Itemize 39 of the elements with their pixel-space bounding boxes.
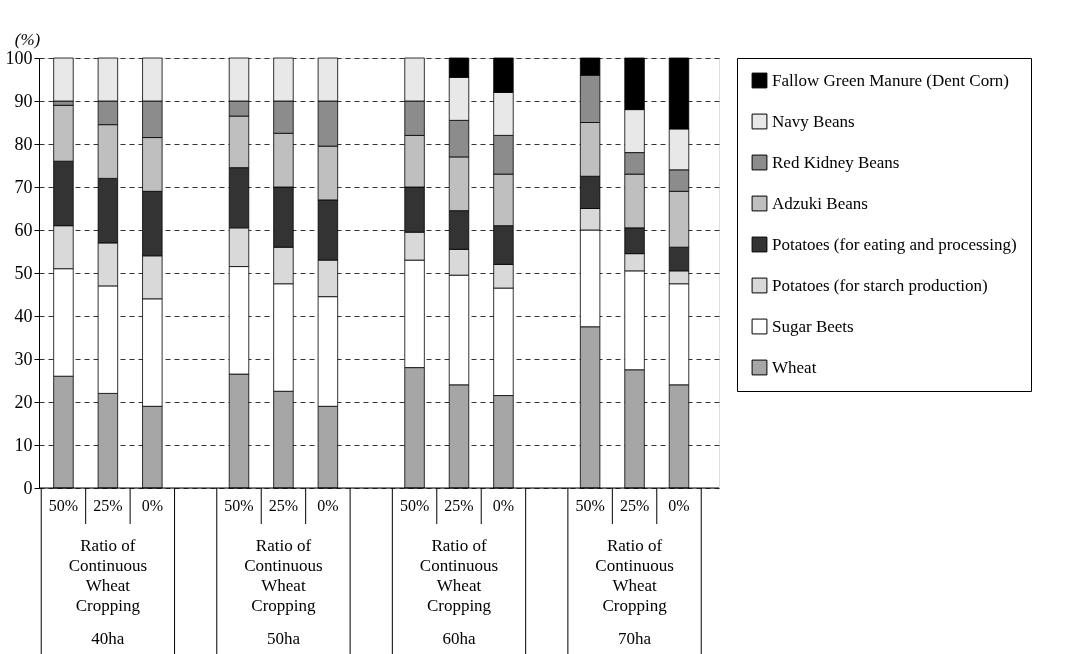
y-tick-label: 20: [14, 391, 33, 412]
y-tick-label: 10: [14, 434, 33, 455]
legend-label: Potatoes (for starch production): [772, 275, 988, 295]
y-tick-label: 70: [14, 176, 33, 197]
legend-label: Wheat: [772, 357, 817, 377]
y-axis-title: (%): [14, 29, 41, 49]
legend-label: Fallow Green Manure (Dent Corn): [772, 70, 1009, 90]
text: Ratio of Continuous Wheat Cropping: [595, 536, 674, 615]
x-tick-label: 25%: [268, 497, 299, 514]
legend-label: Adzuki Beans: [772, 193, 868, 213]
y-tick-label: 40: [14, 305, 33, 326]
x-tick-label: 50%: [48, 497, 79, 514]
text: Ratio of Continuous Wheat Cropping: [244, 536, 323, 615]
text: 60ha: [442, 629, 476, 648]
x-tick-label: 50%: [399, 497, 430, 514]
x-tick-label: 25%: [444, 497, 474, 514]
y-tick-label: 50: [14, 262, 33, 283]
x-tick-label: 0%: [141, 497, 163, 514]
x-tick-label: 0%: [317, 497, 339, 514]
x-tick-label: 50%: [224, 497, 254, 514]
text: 50ha: [266, 629, 301, 648]
text: 70ha: [618, 629, 652, 648]
y-tick-label: 90: [14, 90, 33, 111]
y-tick-label: 30: [14, 348, 33, 369]
x-tick-label: 0%: [492, 497, 515, 514]
y-tick-label: 80: [14, 133, 33, 154]
x-axis-title: Ratio of Continuous Wheat Cropping: [68, 536, 148, 615]
text: 40ha: [91, 629, 125, 648]
x-tick-label: 0%: [668, 497, 690, 514]
legend-label: Sugar Beets: [772, 316, 854, 336]
legend-label: Red Kidney Beans: [772, 152, 900, 172]
legend-label: Navy Beans: [772, 111, 855, 131]
x-tick-label: 50%: [575, 497, 605, 514]
text: Ratio of Continuous Wheat Cropping: [419, 536, 499, 615]
y-tick-label: 60: [14, 219, 33, 240]
x-tick-label: 25%: [93, 497, 123, 514]
x-tick-label: 25%: [619, 497, 650, 514]
legend-label: Potatoes (for eating and processing): [772, 234, 1017, 254]
y-tick-label: 0: [23, 477, 33, 498]
